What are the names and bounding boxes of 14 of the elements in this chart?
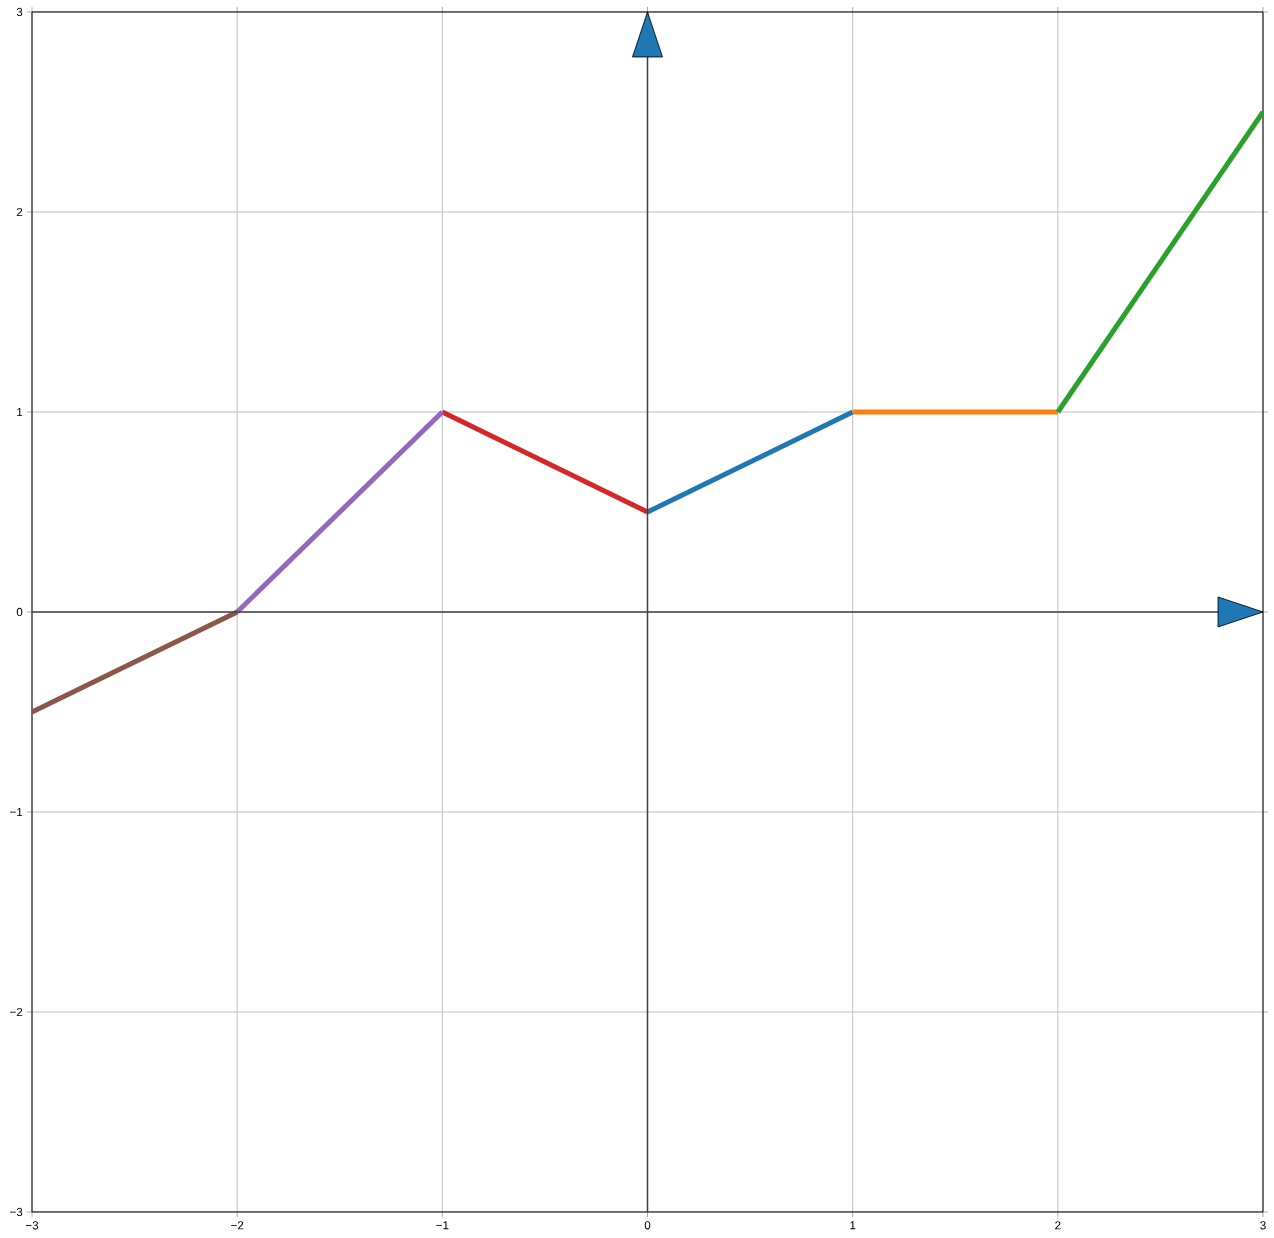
y-tick-label: −1 — [10, 807, 23, 816]
x-tick-label: 3 — [1260, 1221, 1266, 1230]
y-tick-label: 3 — [16, 7, 23, 17]
x-tick-label: 0 — [644, 1221, 651, 1230]
x-tick-label: −3 — [25, 1221, 39, 1230]
y-tick-label: −2 — [10, 1007, 23, 1017]
x-tick-label: 2 — [1055, 1221, 1061, 1230]
x-tick-label: 1 — [850, 1221, 856, 1230]
y-tick-label: 1 — [17, 407, 23, 416]
y-tick-label: 0 — [16, 607, 23, 617]
x-tick-label: −1 — [436, 1221, 449, 1230]
x-tick-label: −2 — [231, 1221, 244, 1230]
y-tick-label: 2 — [16, 207, 23, 217]
y-tick-label: −3 — [10, 1207, 23, 1217]
